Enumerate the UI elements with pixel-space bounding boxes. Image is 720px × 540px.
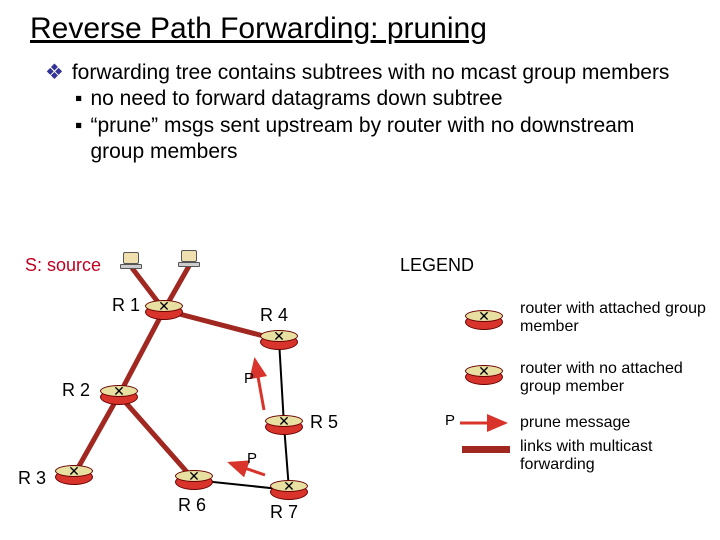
prune-label-p1: P xyxy=(244,370,254,387)
router-r2: ✕ xyxy=(100,385,138,405)
sub-bullet-2: ▪ “prune” msgs sent upstream by router w… xyxy=(75,113,690,166)
source-label: S: source xyxy=(25,255,101,276)
x-icon: ✕ xyxy=(260,328,298,345)
router-r3: ✕ xyxy=(55,465,93,485)
legend-router-attached: ✕ xyxy=(465,310,503,330)
label-r3: R 3 xyxy=(18,468,46,489)
x-icon: ✕ xyxy=(175,468,213,485)
x-icon: ✕ xyxy=(465,363,503,380)
legend-router-noattached: ✕ xyxy=(465,365,503,385)
x-icon: ✕ xyxy=(465,308,503,325)
legend-p: P xyxy=(445,412,455,429)
page-title: Reverse Path Forwarding: pruning xyxy=(0,0,720,46)
x-icon: ✕ xyxy=(270,478,308,495)
main-bullet: ❖ forwarding tree contains subtrees with… xyxy=(45,60,690,86)
label-r2: R 2 xyxy=(62,380,90,401)
label-r5: R 5 xyxy=(310,412,338,433)
host-icon xyxy=(178,250,200,268)
diamond-bullet-icon: ❖ xyxy=(45,60,64,86)
label-r1: R 1 xyxy=(112,295,140,316)
network-diagram: ✕ ✕ ✕ ✕ ✕ ✕ ✕ ✕ ✕ S: source xyxy=(0,250,720,540)
x-icon: ✕ xyxy=(265,413,303,430)
sub-bullet-2-text: “prune” msgs sent upstream by router wit… xyxy=(90,113,690,166)
label-r6: R 6 xyxy=(178,495,206,516)
square-bullet-icon: ▪ xyxy=(75,113,82,166)
x-icon: ✕ xyxy=(145,298,183,315)
sub-bullet-1: ▪ no need to forward datagrams down subt… xyxy=(75,86,690,112)
router-r6: ✕ xyxy=(175,470,213,490)
x-icon: ✕ xyxy=(100,383,138,400)
sub-bullet-1-text: no need to forward datagrams down subtre… xyxy=(90,86,502,112)
bullet-list: ❖ forwarding tree contains subtrees with… xyxy=(0,46,720,165)
main-bullet-text: forwarding tree contains subtrees with n… xyxy=(72,60,670,86)
router-r1: ✕ xyxy=(145,300,183,320)
label-r4: R 4 xyxy=(260,305,288,326)
router-r4: ✕ xyxy=(260,330,298,350)
router-r7: ✕ xyxy=(270,480,308,500)
prune-label-p2: P xyxy=(247,450,257,467)
router-r5: ✕ xyxy=(265,415,303,435)
host-icon xyxy=(120,252,142,270)
square-bullet-icon: ▪ xyxy=(75,86,82,112)
x-icon: ✕ xyxy=(55,463,93,480)
label-r7: R 7 xyxy=(270,502,298,523)
